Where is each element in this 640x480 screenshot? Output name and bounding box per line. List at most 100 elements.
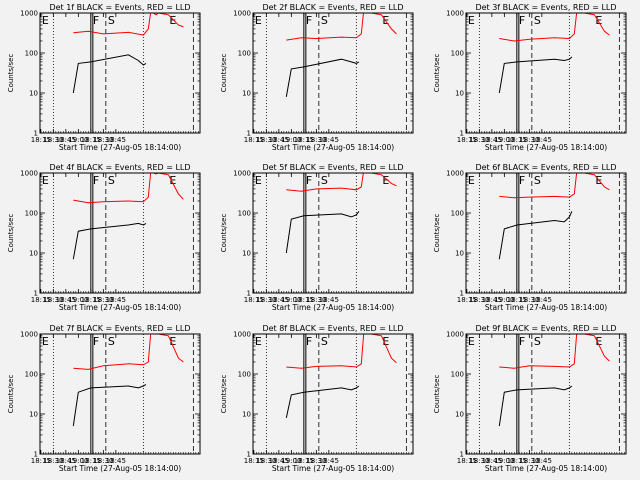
x-tick-label: 18:15: [294, 296, 314, 304]
x-tick-label: 18:15: [294, 457, 314, 465]
x-tick-label: 18:15: [31, 457, 51, 465]
x-tick-label: 19:00: [494, 136, 514, 144]
series-line-lld: [286, 334, 397, 369]
y-tick-label: 10: [455, 90, 464, 98]
x-tick-label: 18:15: [457, 457, 477, 465]
series-line-events: [285, 385, 360, 419]
panel-title: Det 1f BLACK = Events, RED = LLD: [49, 3, 190, 12]
y-axis-label: Counts/sec: [433, 214, 441, 253]
plot-frame: [39, 172, 201, 294]
y-tick-label: 10: [455, 411, 464, 419]
marker-label: E: [255, 335, 262, 348]
x-tick-label: 18:15: [457, 296, 477, 304]
x-tick-label: 19:00: [68, 136, 88, 144]
marker-label: E: [169, 14, 176, 27]
x-tick-label: 19:00: [281, 136, 301, 144]
y-axis-label: Counts/sec: [7, 54, 15, 93]
series-line-events: [72, 222, 147, 260]
x-tick-label: 18:15: [31, 136, 51, 144]
x-tick-label: 18:30: [43, 457, 63, 465]
x-tick-label: 18:15: [507, 136, 527, 144]
x-tick-label: 18:45: [532, 296, 552, 304]
marker-label: E: [42, 335, 49, 348]
plot-frame: [39, 333, 201, 455]
y-axis-label: Counts/sec: [433, 54, 441, 93]
x-tick-label: 18:30: [306, 457, 326, 465]
series-line-events: [498, 385, 573, 427]
y-axis-label: Counts/sec: [7, 214, 15, 253]
marker-label: F: [519, 174, 525, 187]
x-tick-label: 18:45: [532, 457, 552, 465]
series-line-events: [285, 211, 360, 254]
marker-label: F: [93, 174, 99, 187]
y-axis-label: Counts/sec: [433, 375, 441, 414]
series-line-lld: [73, 13, 184, 36]
marker-label: S: [321, 14, 328, 27]
series-line-lld: [286, 13, 397, 41]
y-tick-label: 1000: [446, 170, 464, 178]
x-tick-label: 18:30: [43, 136, 63, 144]
y-tick-label: 100: [238, 371, 251, 379]
plot-frame: [465, 12, 627, 134]
x-tick-label: 18:15: [244, 296, 264, 304]
x-tick-label: 19:00: [494, 457, 514, 465]
marker-label: F: [306, 14, 312, 27]
x-tick-label: 18:15: [81, 136, 101, 144]
x-tick-label: 19:00: [281, 457, 301, 465]
y-tick-label: 1000: [20, 170, 38, 178]
y-tick-label: 10: [29, 411, 38, 419]
y-tick-label: 100: [451, 210, 464, 218]
plot-frame: [465, 333, 627, 455]
x-tick-label: 18:30: [93, 136, 113, 144]
x-tick-label: 18:45: [106, 136, 126, 144]
y-tick-label: 1000: [20, 331, 38, 339]
marker-label: S: [321, 174, 328, 187]
x-axis-label: Start Time (27-Aug-05 18:14:00): [485, 143, 607, 152]
y-tick-label: 1000: [233, 331, 251, 339]
plot-frame: [39, 12, 201, 134]
x-tick-label: 18:15: [507, 457, 527, 465]
series-line-lld: [499, 173, 610, 199]
marker-label: S: [534, 14, 541, 27]
x-tick-label: 18:30: [469, 296, 489, 304]
series-line-events: [285, 58, 360, 97]
marker-label: S: [534, 335, 541, 348]
marker-label: E: [169, 335, 176, 348]
marker-label: E: [595, 335, 602, 348]
x-tick-label: 18:45: [56, 296, 76, 304]
marker-label: S: [321, 335, 328, 348]
x-tick-label: 18:45: [269, 457, 289, 465]
x-tick-label: 19:00: [494, 296, 514, 304]
x-axis-label: Start Time (27-Aug-05 18:14:00): [485, 303, 607, 312]
x-axis-label: Start Time (27-Aug-05 18:14:00): [59, 303, 181, 312]
x-tick-label: 18:30: [306, 296, 326, 304]
marker-label: E: [169, 174, 176, 187]
x-tick-label: 18:30: [93, 457, 113, 465]
y-tick-label: 1: [460, 451, 464, 459]
plot-frame: [252, 12, 414, 134]
x-tick-label: 18:15: [294, 136, 314, 144]
y-tick-label: 1: [247, 290, 251, 298]
x-axis-label: Start Time (27-Aug-05 18:14:00): [59, 464, 181, 473]
x-axis-label: Start Time (27-Aug-05 18:14:00): [272, 303, 394, 312]
x-tick-label: 18:45: [106, 457, 126, 465]
y-tick-label: 10: [242, 90, 251, 98]
x-tick-label: 18:30: [256, 136, 276, 144]
x-axis-label: Start Time (27-Aug-05 18:14:00): [272, 143, 394, 152]
marker-label: S: [108, 335, 115, 348]
y-tick-label: 10: [242, 250, 251, 258]
y-axis-label: Counts/sec: [7, 375, 15, 414]
marker-label: E: [42, 14, 49, 27]
x-axis-label: Start Time (27-Aug-05 18:14:00): [272, 464, 394, 473]
plot-frame: [465, 172, 627, 294]
x-tick-label: 18:30: [519, 457, 539, 465]
x-tick-label: 18:45: [532, 136, 552, 144]
marker-label: F: [519, 14, 525, 27]
panel-title: Det 8f BLACK = Events, RED = LLD: [262, 324, 403, 333]
series-line-lld: [499, 334, 610, 369]
